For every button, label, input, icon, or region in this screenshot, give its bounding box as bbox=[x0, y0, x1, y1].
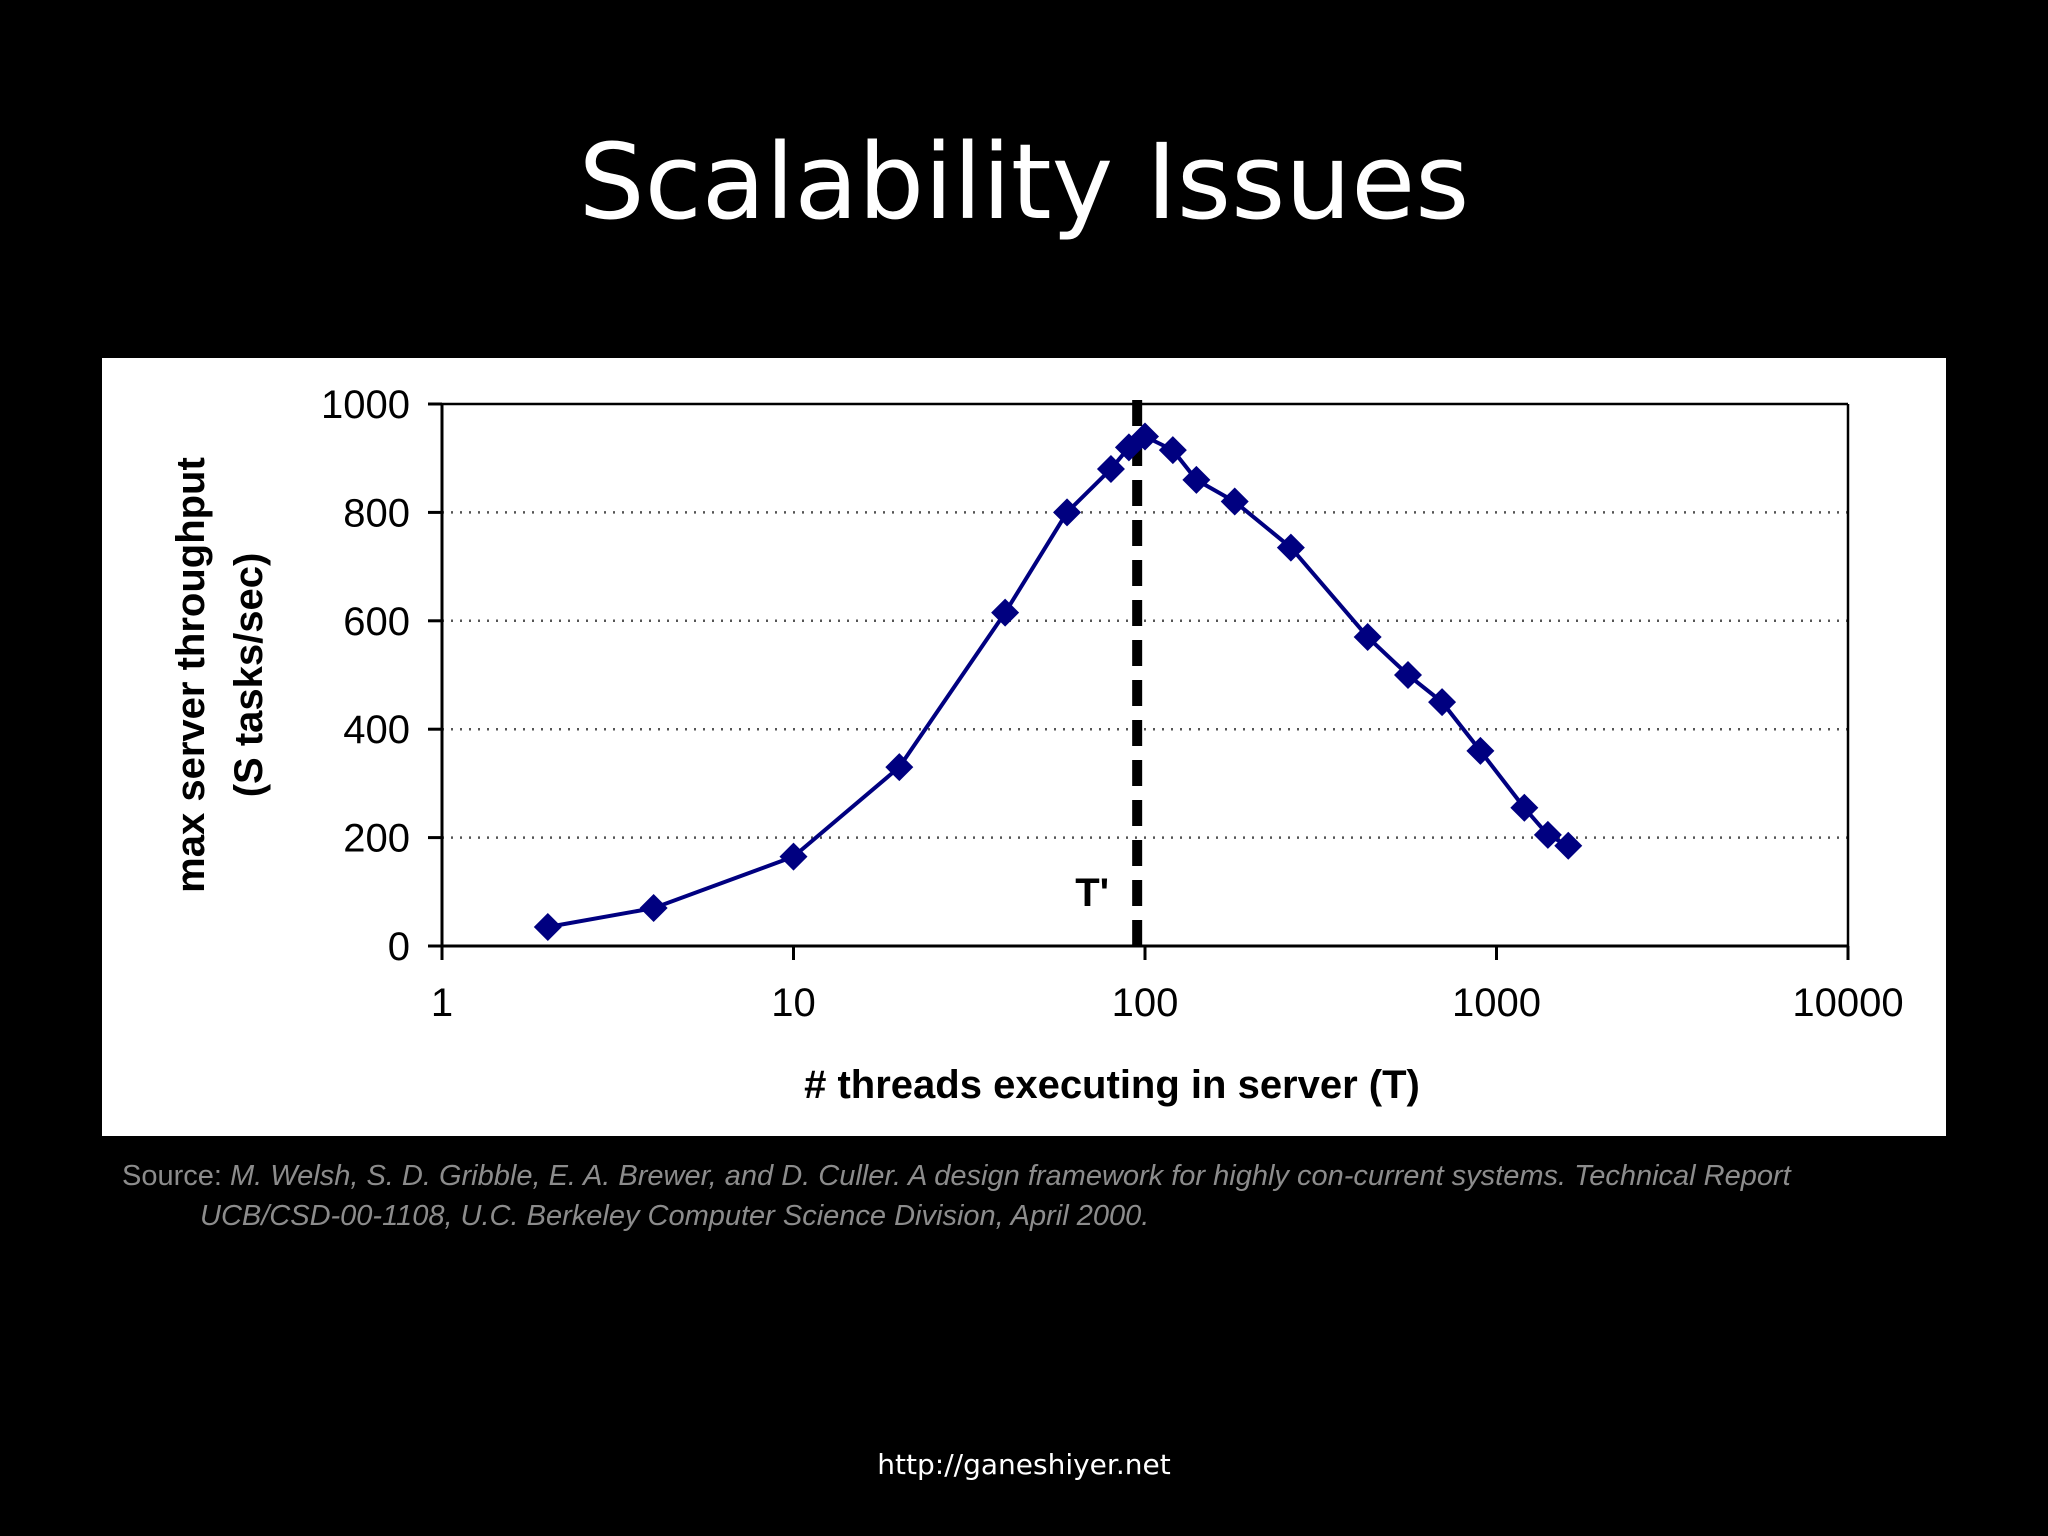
y-tick-label: 1000 bbox=[321, 383, 410, 427]
data-point bbox=[533, 913, 562, 942]
data-point bbox=[1114, 433, 1143, 462]
y-tick-label: 400 bbox=[343, 708, 410, 752]
data-point bbox=[885, 753, 914, 782]
t-prime-label: T' bbox=[1075, 871, 1109, 915]
y-axis-title-line-2: (S tasks/sec) bbox=[227, 553, 271, 798]
data-point bbox=[1096, 455, 1125, 484]
footer-url[interactable]: http://ganeshiyer.net bbox=[877, 1448, 1171, 1481]
throughput-chart: 0 200 400 600 800 1000 1 10 100 1000 10000 # thread… bbox=[169, 383, 1904, 1107]
x-axis-title: # threads executing in server (T) bbox=[804, 1063, 1420, 1107]
data-point bbox=[639, 894, 668, 923]
y-tick-label: 800 bbox=[343, 491, 410, 535]
y-tick-label: 0 bbox=[388, 925, 410, 969]
data-point bbox=[1220, 487, 1249, 516]
y-tick-label: 200 bbox=[343, 817, 410, 861]
source-label: Source: bbox=[122, 1160, 222, 1192]
x-tick-label: 10 bbox=[771, 981, 816, 1025]
data-point bbox=[1554, 831, 1583, 860]
source-line-1: M. Welsh, S. D. Gribble, E. A. Brewer, a… bbox=[230, 1160, 1791, 1192]
data-point bbox=[1428, 688, 1457, 717]
data-point bbox=[1466, 736, 1495, 765]
data-point bbox=[1131, 422, 1159, 451]
data-point bbox=[1510, 793, 1539, 822]
data-point bbox=[1182, 465, 1211, 494]
source-line-2: UCB/CSD-00-1108, U.C. Berkeley Computer … bbox=[200, 1200, 1150, 1232]
chart-panel: 0 200 400 600 800 1000 1 10 100 1000 10000 # thread… bbox=[102, 358, 1946, 1136]
y-axis-title-line-1: max server throughput bbox=[169, 457, 213, 893]
data-point bbox=[779, 842, 808, 871]
x-tick-label: 1000 bbox=[1452, 981, 1541, 1025]
data-point bbox=[991, 598, 1020, 627]
data-point bbox=[1158, 436, 1187, 465]
source-citation: Source: M. Welsh, S. D. Gribble, E. A. B… bbox=[122, 1156, 1952, 1236]
series-line bbox=[547, 434, 1570, 929]
data-point bbox=[1276, 533, 1305, 562]
slide-title: Scalability Issues bbox=[578, 121, 1470, 243]
x-tick-label: 100 bbox=[1112, 981, 1179, 1025]
y-tick-label: 600 bbox=[343, 600, 410, 644]
data-point bbox=[1393, 661, 1422, 689]
x-tick-label: 10000 bbox=[1792, 981, 1903, 1025]
data-point bbox=[1533, 820, 1562, 849]
data-point bbox=[1053, 498, 1082, 527]
x-tick-label: 1 bbox=[431, 981, 453, 1025]
data-point bbox=[1353, 623, 1382, 652]
